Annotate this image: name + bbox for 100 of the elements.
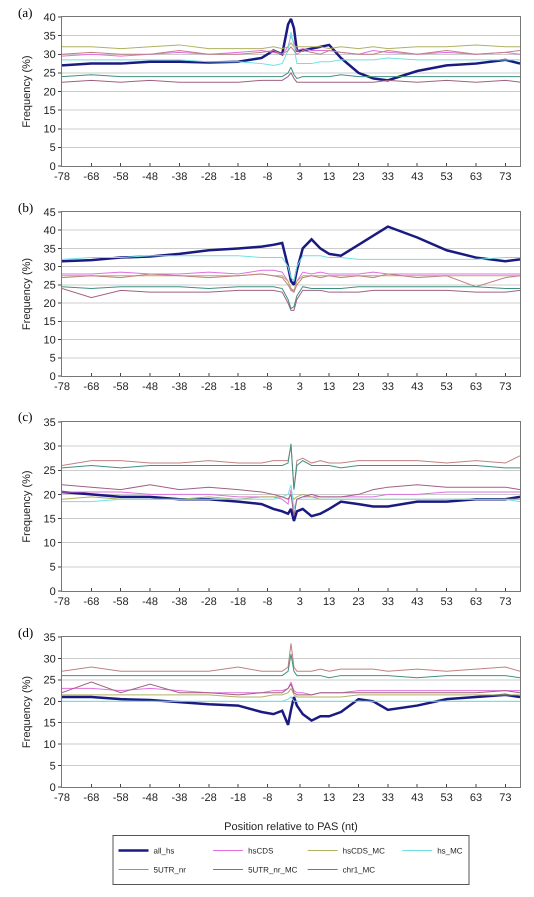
y-axis-title: Frequency (%): [21, 258, 33, 330]
x-tick-label: 13: [323, 792, 336, 804]
x-tick-label: 63: [470, 596, 482, 608]
x-tick-label: 63: [470, 792, 482, 804]
y-tick-label: 20: [44, 696, 56, 708]
y-axis-title: Frequency (%): [21, 676, 33, 748]
x-tick-label: -18: [230, 596, 246, 608]
x-tick-label: 43: [411, 381, 424, 394]
x-tick-label: -58: [112, 171, 129, 184]
x-tick-label: 43: [411, 596, 424, 608]
x-tick-label: 43: [411, 171, 424, 184]
x-tick-label: -38: [171, 381, 188, 394]
legend-label: 5UTR_nr: [154, 866, 186, 875]
x-tick-label: -58: [112, 596, 129, 608]
x-tick-label: -28: [200, 596, 217, 608]
x-tick-label: 43: [411, 792, 424, 804]
legend-label: hsCDS_MC: [342, 846, 386, 856]
legend-label: hsCDS: [248, 846, 274, 856]
x-tick-label: -8: [262, 171, 272, 184]
y-tick-label: 25: [44, 68, 56, 80]
x-tick-label: -78: [54, 381, 70, 394]
y-tick-label: 45: [44, 206, 56, 219]
x-tick-label: -48: [142, 596, 158, 608]
y-tick-label: 35: [44, 243, 56, 256]
y-tick-label: 0: [50, 370, 56, 383]
x-tick-label: -68: [83, 381, 100, 394]
chart-title: (b): [18, 200, 34, 215]
y-tick-label: 0: [50, 160, 56, 173]
chart-title: (a): [18, 5, 32, 20]
y-tick-label: 15: [44, 718, 56, 730]
x-tick-label: 23: [352, 171, 365, 184]
y-tick-label: 25: [44, 674, 56, 687]
legend-label: all_hs: [154, 846, 174, 856]
x-tick-label: -28: [200, 792, 217, 804]
y-tick-label: 35: [44, 30, 56, 42]
legend-label: hs_MC: [437, 846, 463, 856]
x-axis-title: Position relative to PAS (nt): [224, 821, 358, 833]
y-tick-label: 10: [44, 738, 56, 751]
y-axis-title: Frequency (%): [21, 470, 33, 543]
y-tick-label: 15: [44, 104, 56, 117]
x-tick-label: 3: [296, 596, 303, 608]
y-tick-label: 15: [44, 316, 56, 328]
y-tick-label: 0: [50, 586, 56, 598]
y-tick-label: 10: [44, 124, 56, 136]
y-tick-label: 0: [50, 782, 56, 794]
x-tick-label: -78: [54, 171, 70, 184]
x-tick-label: 3: [296, 792, 303, 804]
x-tick-label: -78: [54, 792, 70, 804]
x-tick-label: 63: [470, 381, 482, 394]
x-tick-label: 33: [382, 381, 394, 394]
x-tick-label: 53: [440, 596, 453, 608]
legend-label: chr1_MC: [342, 866, 376, 875]
x-tick-label: 73: [499, 792, 512, 804]
y-axis-title: Frequency (%): [21, 55, 33, 128]
x-tick-label: 33: [382, 171, 394, 184]
y-tick-label: 40: [44, 225, 56, 238]
x-tick-label: -38: [171, 171, 188, 184]
y-tick-label: 5: [50, 142, 56, 154]
x-tick-label: 53: [440, 171, 453, 184]
y-tick-label: 30: [44, 653, 56, 666]
x-tick-label: 73: [499, 381, 512, 394]
y-tick-label: 5: [50, 562, 56, 574]
legend-label: 5UTR_nr_MC: [248, 866, 298, 875]
x-tick-label: 23: [352, 381, 365, 394]
x-tick-label: -68: [83, 171, 100, 184]
x-tick-label: -58: [112, 381, 129, 394]
y-tick-label: 20: [44, 489, 56, 502]
x-tick-label: 3: [296, 171, 303, 184]
y-tick-label: 35: [44, 416, 56, 429]
y-tick-label: 25: [44, 280, 56, 292]
x-tick-label: 63: [470, 171, 482, 184]
x-tick-label: 73: [499, 171, 512, 184]
y-tick-label: 15: [44, 513, 56, 526]
x-tick-label: 3: [296, 381, 303, 394]
x-tick-label: -28: [200, 381, 217, 394]
x-tick-label: 73: [499, 596, 512, 608]
y-tick-label: 10: [44, 334, 56, 346]
x-tick-label: 53: [440, 792, 453, 804]
x-tick-label: -78: [54, 596, 70, 608]
x-tick-label: -8: [262, 381, 272, 394]
x-tick-label: 13: [323, 171, 336, 184]
x-tick-label: -8: [262, 596, 272, 608]
y-tick-label: 35: [44, 632, 56, 644]
x-tick-label: -48: [142, 792, 158, 804]
y-tick-label: 20: [44, 86, 56, 98]
x-tick-label: -48: [142, 381, 158, 394]
x-tick-label: -18: [230, 381, 246, 394]
x-tick-label: -18: [230, 171, 246, 184]
x-tick-label: -38: [171, 792, 188, 804]
x-tick-label: -68: [83, 596, 100, 608]
x-tick-label: 33: [382, 596, 394, 608]
x-tick-label: -28: [200, 171, 217, 184]
x-tick-label: 13: [323, 381, 336, 394]
x-tick-label: -18: [230, 792, 246, 804]
x-tick-label: 53: [440, 381, 453, 394]
y-tick-label: 40: [44, 12, 56, 24]
x-tick-label: 23: [352, 792, 365, 804]
x-tick-label: -8: [262, 792, 272, 804]
x-tick-label: 23: [352, 596, 365, 608]
x-tick-label: -48: [142, 171, 158, 184]
